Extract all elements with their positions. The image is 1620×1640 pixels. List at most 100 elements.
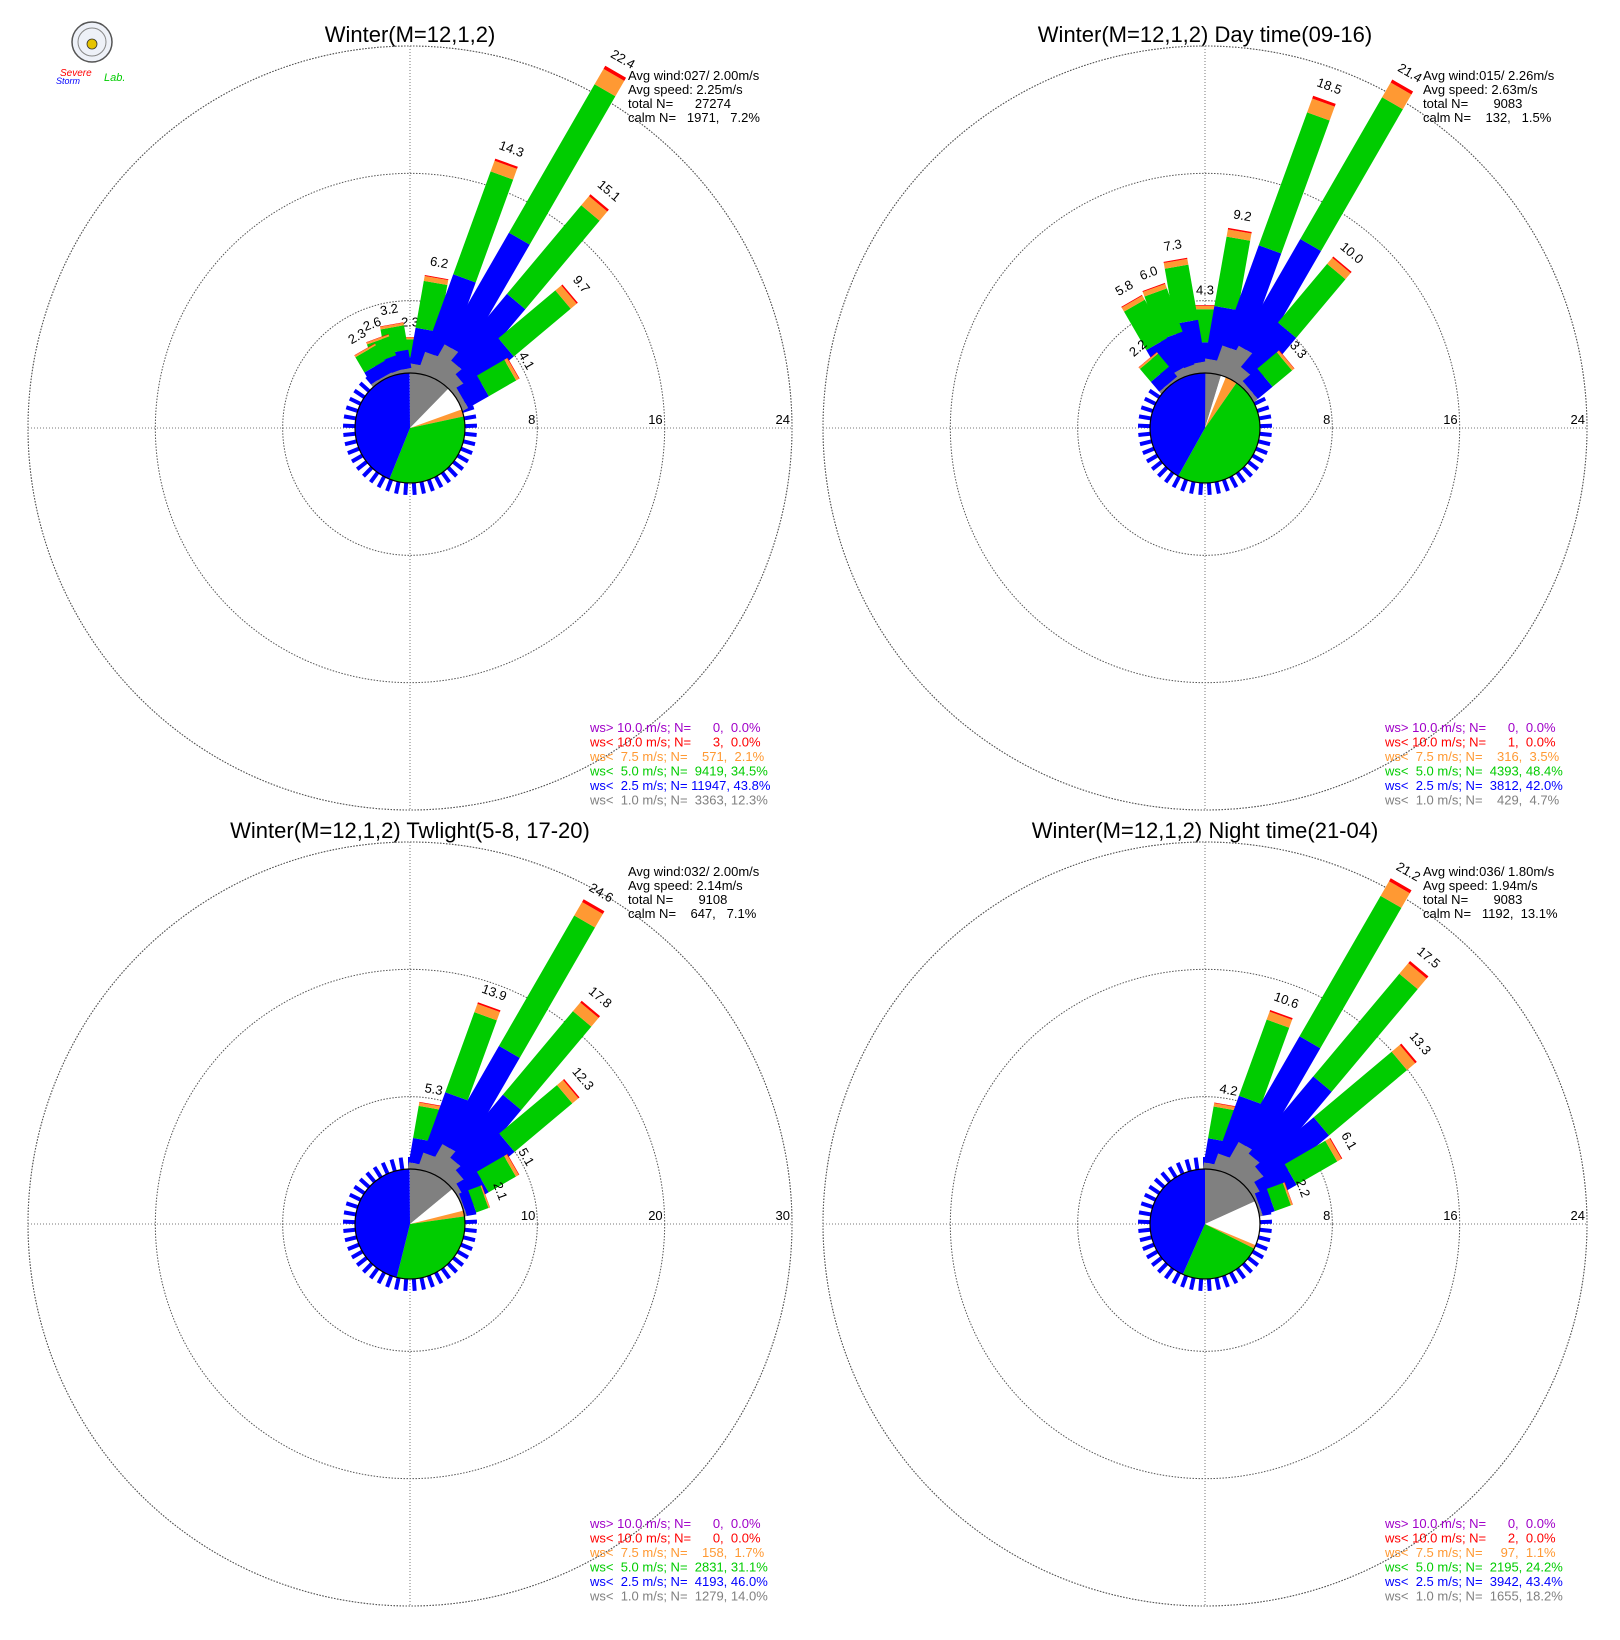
sector-bar-lt5 <box>453 171 514 283</box>
sector-bar-lt7_5 <box>1276 350 1295 371</box>
legend-entry: ws< 10.0 m/s; N= 0, 0.0% <box>589 1531 761 1546</box>
sector-bar-lt10 <box>419 1101 443 1107</box>
pie-slice-lt2_5 <box>355 1169 410 1278</box>
sector-value-label: 6.1 <box>1338 1129 1360 1152</box>
logo-text-lab: Lab. <box>104 72 125 84</box>
minor-sector-bar <box>372 1166 383 1179</box>
minor-sector-bar <box>1235 471 1246 484</box>
stat-line: Avg speed: 2.14m/s <box>628 878 743 893</box>
stat-line: Avg speed: 1.94m/s <box>1423 878 1538 893</box>
sector-bar-lt2_5 <box>1238 1036 1321 1154</box>
sector-bar-lt10 <box>1193 305 1217 306</box>
sector-bar-lt10 <box>588 194 609 212</box>
legend-entry: ws< 1.0 m/s; N= 1655, 18.2% <box>1384 1589 1563 1604</box>
pie-slice-lt7_5 <box>1205 377 1237 428</box>
wind-rose-panel-4: Winter(M=12,1,2) Night time(21-04) 8 16 24 4… <box>822 818 1588 1607</box>
legend-entry: ws< 10.0 m/s; N= 1, 0.0% <box>1384 735 1556 750</box>
sector-bar-lt2_5 <box>442 1045 520 1156</box>
pie-slice-lt1 <box>1205 373 1222 428</box>
minor-sector-bar <box>385 1274 394 1288</box>
minor-sector-bar <box>1143 1192 1157 1202</box>
legend-entry: ws< 1.0 m/s; N= 3363, 12.3% <box>589 793 768 808</box>
legend-entry: ws> 10.0 m/s; N= 0, 0.0% <box>589 720 761 735</box>
pie-slice-lt7_5 <box>1205 1224 1256 1249</box>
legend-entry: ws< 10.0 m/s; N= 3, 0.0% <box>589 735 761 750</box>
sector-bar-lt10 <box>1121 294 1143 308</box>
minor-sector-bar <box>1253 396 1267 406</box>
sector-bar-lt5 <box>498 915 596 1058</box>
minor-sector-bar <box>345 1201 359 1209</box>
sector-value-label: 2.6 <box>361 314 383 334</box>
sector-bar-lt7_5 <box>1163 258 1189 269</box>
minor-sector-bar <box>461 405 475 413</box>
ring-24 <box>822 45 1588 811</box>
minor-sector-bar <box>1221 1274 1230 1288</box>
sector-value-label: 17.5 <box>1414 944 1443 972</box>
sector-bar-lt5 <box>498 290 571 357</box>
sector-bar-lt7_5 <box>490 160 518 180</box>
sector-bar-lt2_5 <box>423 1092 468 1161</box>
minor-sector-bar <box>1256 405 1270 413</box>
minor-sector-bar <box>446 1262 458 1274</box>
pie-slice-calm <box>410 1188 464 1224</box>
stat-line: Avg wind:027/ 2.00m/s <box>628 68 760 83</box>
sector-bar-lt10 <box>561 284 578 304</box>
minor-sector-bar <box>1142 1242 1155 1251</box>
sector-value-label: 5.8 <box>1113 277 1136 299</box>
sector-bar-lt7_5 <box>423 276 449 286</box>
sector-value-label: 5.3 <box>424 1080 444 1098</box>
minor-sector-bar <box>419 481 426 494</box>
sector-value-label: 7.3 <box>1163 236 1183 254</box>
minor-sector-bar <box>348 396 362 406</box>
pie-slice-lt2_5 <box>355 373 410 480</box>
sector-value-label: 21.4 <box>1395 60 1424 86</box>
sector-bar-lt7_5 <box>1142 283 1167 297</box>
minor-sector-bar <box>434 1271 444 1285</box>
minor-sector-bar <box>411 482 417 495</box>
sector-bar-lt2_5 <box>1150 366 1178 392</box>
legend-entry: ws< 1.0 m/s; N= 1279, 14.0% <box>589 1589 768 1604</box>
sector-bar-lt2_5 <box>1222 245 1282 354</box>
sector-bar-lt7_5 <box>1193 305 1217 310</box>
sector-value-label: 13.3 <box>1407 1029 1435 1058</box>
minor-sector-bar <box>343 431 356 437</box>
sector-bar-lt5 <box>1277 263 1346 338</box>
sector-bar-lt5 <box>502 1011 592 1111</box>
pie-slice-lt5 <box>1178 382 1260 483</box>
sector-value-label: 9.7 <box>570 272 593 295</box>
sector-bar-lt2_5 <box>364 360 392 385</box>
panel-title: Winter(M=12,1,2) Twlight(5-8, 17-20) <box>230 818 590 843</box>
minor-sector-bar <box>355 460 368 471</box>
minor-sector-bar <box>1259 1227 1272 1233</box>
sector-bar-lt2_5 <box>456 375 489 409</box>
legend-entry: ws< 7.5 m/s; N= 97, 1.1% <box>1384 1545 1556 1560</box>
minor-sector-bar <box>369 1267 380 1280</box>
stat-line: calm N= 132, 1.5% <box>1423 110 1552 125</box>
panel-title: Winter(M=12,1,2) Day time(09-16) <box>1038 22 1372 47</box>
sector-bar-lt5 <box>1144 288 1183 340</box>
ring-8 <box>1077 300 1333 556</box>
seal-emblem <box>86 38 98 50</box>
sector-value-label: 24.6 <box>587 880 616 906</box>
sector-bar-lt7_5 <box>480 1185 490 1209</box>
sector-bar-lt10 <box>1329 1137 1343 1160</box>
minor-sector-bar <box>1257 439 1271 447</box>
sector-value-label: 2.3 <box>401 314 419 329</box>
sector-value-label: 5.1 <box>515 1145 537 1168</box>
legend-entry: ws< 2.5 m/s; N= 3812, 42.0% <box>1384 778 1563 793</box>
minor-sector-bar <box>1143 396 1157 406</box>
sector-bar-lt5 <box>1313 973 1418 1092</box>
minor-sector-bar <box>1175 1161 1185 1175</box>
sector-bar-lt7_5 <box>1325 1138 1342 1162</box>
minor-sector-bar <box>1257 1235 1271 1243</box>
ring-label: 16 <box>1443 1208 1457 1223</box>
stat-line: calm N= 647, 7.1% <box>628 906 757 921</box>
sector-bar-lt5 <box>476 1155 516 1193</box>
minor-sector-bar <box>462 439 476 447</box>
sector-bar-lt5 <box>1257 352 1293 387</box>
sector-value-label: 10.6 <box>1272 989 1301 1012</box>
minor-sector-bar <box>355 1256 368 1267</box>
sector-bar-lt10 <box>507 357 520 379</box>
minor-sector-bar <box>456 1249 470 1260</box>
minor-sector-bar <box>343 1227 356 1233</box>
